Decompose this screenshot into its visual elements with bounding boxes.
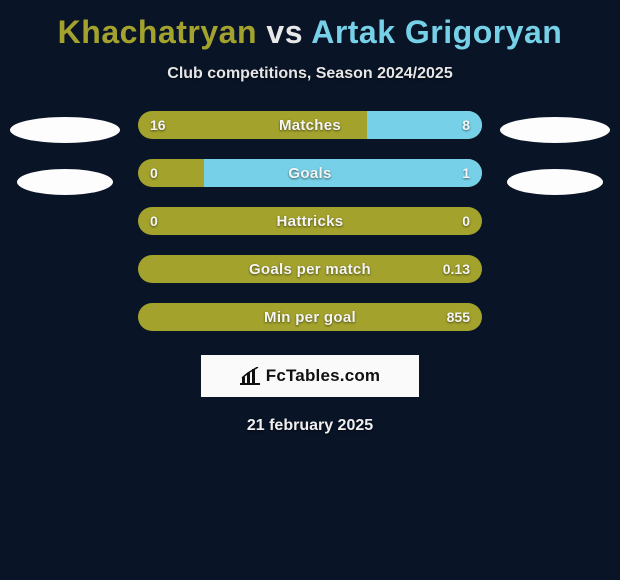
bar-value-right: 0.13 [443,255,470,283]
bars-container: 16Matches80Goals10Hattricks0Goals per ma… [138,111,482,331]
bar-row: Goals per match0.13 [138,255,482,283]
player2-name: Artak Grigoryan [311,14,562,50]
player2-avatar-col [500,111,610,195]
bar-row: 0Goals1 [138,159,482,187]
bar-label: Goals per match [138,255,482,283]
date-label: 21 february 2025 [0,417,620,435]
bar-value-right: 0 [462,207,470,235]
comparison-chart: 16Matches80Goals10Hattricks0Goals per ma… [0,111,620,331]
bar-label: Min per goal [138,303,482,331]
player1-avatar-col [10,111,120,195]
brand-badge: FcTables.com [201,355,419,397]
avatar [500,117,610,143]
subtitle: Club competitions, Season 2024/2025 [0,65,620,83]
bar-label: Matches [138,111,482,139]
bar-value-right: 855 [447,303,470,331]
bar-value-right: 1 [462,159,470,187]
bar-label: Goals [138,159,482,187]
bar-row: 0Hattricks0 [138,207,482,235]
vs-label: vs [266,14,303,50]
avatar [10,117,120,143]
player1-name: Khachatryan [58,14,257,50]
bar-value-right: 8 [462,111,470,139]
chart-icon [240,367,260,385]
bar-row: 16Matches8 [138,111,482,139]
avatar [507,169,603,195]
page-title: Khachatryan vs Artak Grigoryan [0,0,620,51]
avatar [17,169,113,195]
brand-text: FcTables.com [266,366,381,386]
bar-row: Min per goal855 [138,303,482,331]
bar-label: Hattricks [138,207,482,235]
